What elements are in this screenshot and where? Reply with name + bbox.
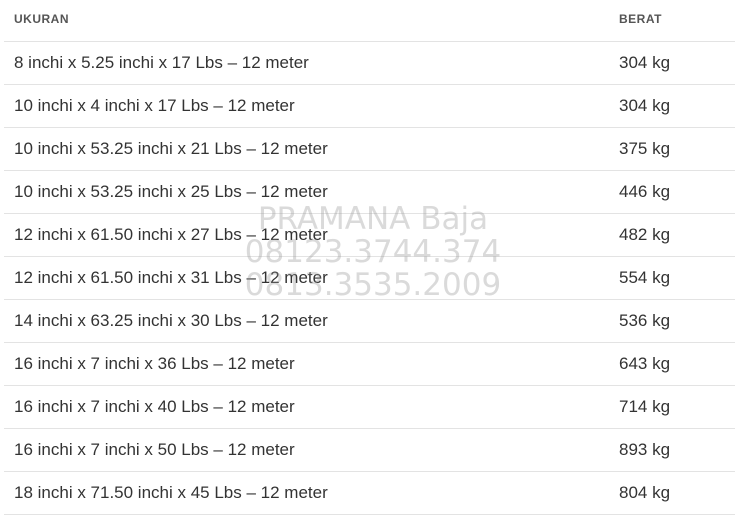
cell-size: 14 inchi x 63.25 inchi x 30 Lbs – 12 met… bbox=[4, 299, 609, 343]
cell-size: 16 inchi x 7 inchi x 36 Lbs – 12 meter bbox=[4, 342, 609, 386]
weight-table: UKURAN BERAT 8 inchi x 5.25 inchi x 17 L… bbox=[4, 0, 735, 515]
cell-size: 8 inchi x 5.25 inchi x 17 Lbs – 12 meter bbox=[4, 41, 609, 85]
cell-weight: 482 kg bbox=[609, 213, 735, 257]
cell-size: 12 inchi x 61.50 inchi x 31 Lbs – 12 met… bbox=[4, 256, 609, 300]
table-row: 14 inchi x 63.25 inchi x 30 Lbs – 12 met… bbox=[4, 299, 735, 343]
cell-weight: 375 kg bbox=[609, 127, 735, 171]
cell-weight: 554 kg bbox=[609, 256, 735, 300]
cell-size: 10 inchi x 4 inchi x 17 Lbs – 12 meter bbox=[4, 84, 609, 128]
cell-weight: 536 kg bbox=[609, 299, 735, 343]
table-row: 16 inchi x 7 inchi x 40 Lbs – 12 meter 7… bbox=[4, 385, 735, 429]
table-row: 10 inchi x 4 inchi x 17 Lbs – 12 meter 3… bbox=[4, 84, 735, 128]
cell-weight: 643 kg bbox=[609, 342, 735, 386]
cell-size: 18 inchi x 71.50 inchi x 45 Lbs – 12 met… bbox=[4, 471, 609, 515]
cell-size: 10 inchi x 53.25 inchi x 21 Lbs – 12 met… bbox=[4, 127, 609, 171]
table-row: 12 inchi x 61.50 inchi x 27 Lbs – 12 met… bbox=[4, 213, 735, 257]
table-row: 12 inchi x 61.50 inchi x 31 Lbs – 12 met… bbox=[4, 256, 735, 300]
cell-weight: 714 kg bbox=[609, 385, 735, 429]
table-row: 16 inchi x 7 inchi x 36 Lbs – 12 meter 6… bbox=[4, 342, 735, 386]
table-row: 8 inchi x 5.25 inchi x 17 Lbs – 12 meter… bbox=[4, 41, 735, 85]
cell-size: 10 inchi x 53.25 inchi x 25 Lbs – 12 met… bbox=[4, 170, 609, 214]
cell-weight: 893 kg bbox=[609, 428, 735, 472]
table-row: 10 inchi x 53.25 inchi x 21 Lbs – 12 met… bbox=[4, 127, 735, 171]
cell-size: 12 inchi x 61.50 inchi x 27 Lbs – 12 met… bbox=[4, 213, 609, 257]
header-size: UKURAN bbox=[4, 0, 609, 42]
cell-weight: 304 kg bbox=[609, 84, 735, 128]
cell-size: 16 inchi x 7 inchi x 50 Lbs – 12 meter bbox=[4, 428, 609, 472]
table-header-row: UKURAN BERAT bbox=[4, 0, 735, 42]
cell-size: 16 inchi x 7 inchi x 40 Lbs – 12 meter bbox=[4, 385, 609, 429]
table-row: 18 inchi x 71.50 inchi x 45 Lbs – 12 met… bbox=[4, 471, 735, 515]
cell-weight: 304 kg bbox=[609, 41, 735, 85]
header-weight: BERAT bbox=[609, 0, 735, 42]
cell-weight: 446 kg bbox=[609, 170, 735, 214]
table-row: 10 inchi x 53.25 inchi x 25 Lbs – 12 met… bbox=[4, 170, 735, 214]
table-row: 16 inchi x 7 inchi x 50 Lbs – 12 meter 8… bbox=[4, 428, 735, 472]
cell-weight: 804 kg bbox=[609, 471, 735, 515]
